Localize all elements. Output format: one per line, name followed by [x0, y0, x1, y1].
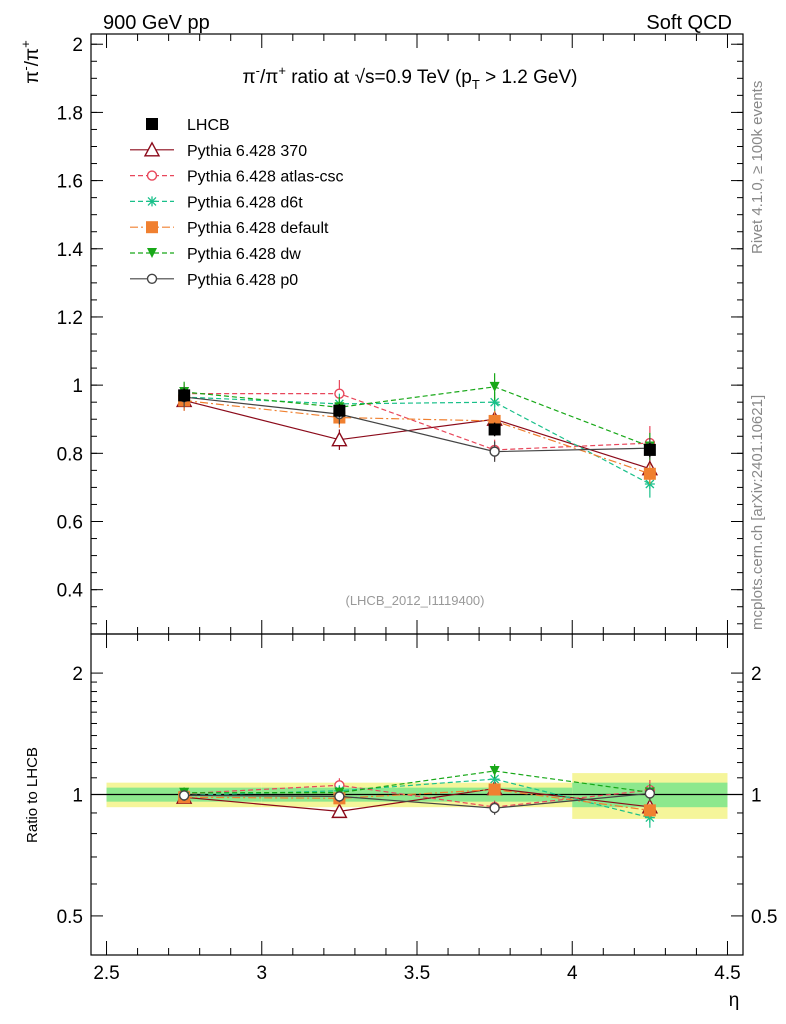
legend-label-d6t: Pythia 6.428 d6t — [187, 194, 303, 211]
x-axis-label: η — [729, 990, 740, 1011]
header-right: Soft QCD — [646, 12, 732, 34]
x-tick-label: 3 — [256, 963, 267, 984]
y-tick-label: 1.6 — [57, 172, 83, 193]
series-line-p0 — [184, 396, 650, 453]
y-tick-label: 1.8 — [57, 103, 83, 124]
point-LHCB — [643, 443, 656, 456]
ratio-y-tick-label-right: 2 — [751, 664, 762, 685]
series-line-p370 — [183, 399, 651, 470]
ratio-point-p0 — [644, 788, 656, 799]
ratio-line-atlas — [184, 784, 650, 808]
point-default — [643, 467, 656, 480]
legend-marker-LHCB — [146, 118, 158, 130]
ratio-point-p370 — [331, 802, 348, 819]
header-left: 900 GeV pp — [103, 12, 210, 34]
ratio-line-d6t — [184, 778, 651, 819]
legend-marker-default — [146, 221, 158, 234]
legend-marker-p370 — [143, 141, 161, 157]
series-line-default — [184, 399, 651, 475]
ratio-point-p0 — [489, 802, 500, 814]
ratio-point-d6t — [489, 774, 500, 785]
ratio-point-default — [488, 783, 501, 796]
legend-marker-dw — [147, 248, 157, 258]
ratio-point-dw — [489, 765, 500, 776]
y-tick-label: 1 — [72, 376, 83, 397]
legend: LHCB Pythia 6.428 370 Pythia 6.428 atlas-c… — [130, 117, 344, 289]
series-line-d6t — [184, 396, 651, 485]
series-line-dw — [184, 386, 651, 448]
mcplots-citation-text: mcplots.cern.ch [arXiv:2401.10621] — [749, 395, 766, 630]
analysis-tag: (LHCB_2012_I1119400) — [345, 593, 484, 608]
x-tick-label: 3.5 — [404, 963, 430, 984]
ratio-point-p0 — [334, 791, 345, 802]
ratio-point-default — [643, 804, 656, 817]
y-tick-label: 2 — [72, 35, 83, 56]
point-d6t — [489, 397, 500, 408]
series-line-atlas — [184, 393, 650, 451]
ratio-y-tick-label-right: 0.5 — [751, 907, 777, 928]
y-tick-label: 1.2 — [57, 308, 83, 329]
y-tick-label: 0.4 — [57, 581, 84, 602]
main-panel: 0.4 0.6 0.8 1 1.2 1.4 1.6 1.8 2 — [57, 33, 744, 635]
plot-title: π-/π+ ratio at √s=0.9 TeV (pT > 1.2 GeV) — [242, 63, 577, 92]
ratio-y-tick-label: 2 — [72, 664, 83, 685]
ratio-y-axis-label: Ratio to LHCB — [24, 747, 41, 843]
legend-label-atlas: Pythia 6.428 atlas-csc — [187, 169, 344, 186]
point-dw — [489, 381, 500, 392]
rivet-version-text: Rivet 4.1.0, ≥ 100k events — [749, 81, 766, 254]
ratio-y-tick-label-right: 1 — [751, 786, 762, 807]
legend-label-default: Pythia 6.428 default — [187, 220, 329, 237]
point-LHCB — [333, 404, 346, 417]
y-axis-label: π-/π+ — [18, 40, 43, 83]
legend-marker-atlas — [146, 170, 158, 181]
point-LHCB — [178, 389, 191, 402]
ratio-line-dw — [184, 770, 650, 794]
legend-label-p370: Pythia 6.428 370 — [187, 143, 307, 160]
point-LHCB — [488, 423, 501, 436]
ratio-y-tick-label: 1 — [72, 786, 83, 807]
ratio-line-p370 — [184, 787, 650, 812]
ratio-line-default — [184, 788, 650, 811]
y-tick-label: 0.6 — [57, 513, 83, 534]
legend-label-LHCB: LHCB — [187, 117, 230, 134]
x-tick-label: 4 — [567, 963, 578, 984]
legend-label-dw: Pythia 6.428 dw — [187, 246, 301, 263]
point-p0 — [489, 446, 500, 457]
ratio-line-p0 — [184, 792, 650, 809]
ratio-y-tick-label: 0.5 — [57, 907, 83, 928]
ratio-panel: 2.5 3 3.5 4 4.5 0.5 0.5 1 1 2 2 — [57, 633, 777, 984]
y-tick-label: 0.8 — [57, 444, 83, 465]
ratio-point-p0 — [178, 790, 190, 801]
point-p370 — [331, 431, 348, 447]
legend-marker-d6t — [147, 196, 157, 207]
y-tick-label: 1.4 — [57, 240, 84, 261]
x-tick-label: 4.5 — [714, 963, 740, 984]
legend-marker-p0 — [146, 273, 158, 284]
x-tick-label: 2.5 — [93, 963, 119, 984]
legend-label-p0: Pythia 6.428 p0 — [187, 272, 298, 289]
